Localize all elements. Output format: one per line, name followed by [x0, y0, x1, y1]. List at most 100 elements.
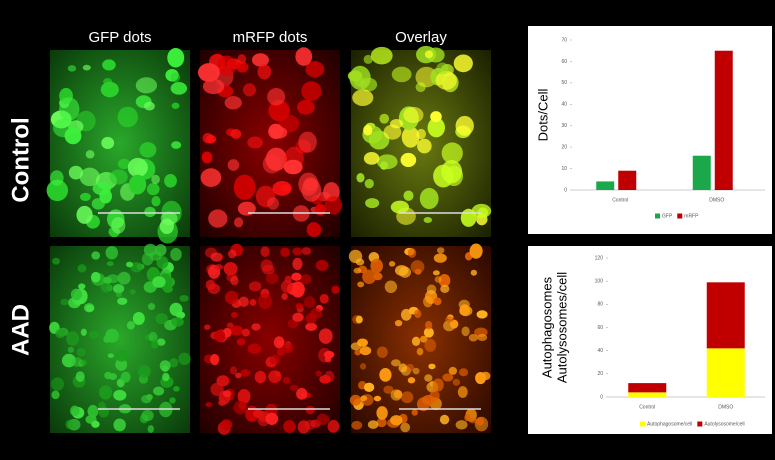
cell-dot [117, 106, 138, 128]
cell-dot [144, 206, 156, 218]
cell-dot [262, 154, 282, 174]
cell-dot [202, 78, 225, 95]
cell-dot [318, 328, 333, 344]
cell-dot [67, 65, 77, 72]
cell-dot [433, 297, 442, 306]
cell-dot [68, 165, 84, 180]
cell-dot [230, 129, 242, 139]
cell-dot [364, 178, 374, 189]
cell-dot [106, 261, 114, 267]
bar [692, 155, 711, 190]
cell-dot [146, 183, 160, 196]
cell-dot [149, 251, 162, 261]
cell-dot [70, 405, 80, 417]
cell-dot [373, 272, 383, 281]
cell-dot [442, 373, 454, 382]
bar [714, 50, 733, 190]
cell-dot [205, 402, 213, 407]
cell-dot [319, 293, 329, 304]
cell-dot [267, 197, 280, 210]
cell-dot [153, 386, 165, 396]
x-tick-label: DMSO [709, 197, 724, 203]
bar-segment [628, 392, 667, 397]
cell-dot [423, 217, 433, 224]
cell-dot [300, 274, 312, 285]
cell-dot [458, 368, 469, 377]
cell-dot [424, 374, 433, 382]
cell-dot [214, 264, 224, 271]
cell-dot [400, 152, 417, 168]
cell-dot [151, 174, 160, 185]
cell-dot [240, 369, 251, 377]
cell-dot [247, 136, 263, 149]
cell-dot [170, 72, 181, 83]
cell-dot [376, 154, 398, 170]
cell-dot [295, 303, 304, 310]
cell-dot [391, 359, 401, 367]
cell-dot [305, 322, 317, 332]
cell-dot [315, 259, 329, 271]
cell-dot [234, 217, 244, 228]
y-tick-label: 120 [595, 255, 604, 261]
y-tick-label: 60 [597, 325, 603, 331]
cell-dot [115, 290, 122, 298]
cell-dot [237, 201, 256, 216]
cell-dot [365, 198, 380, 209]
cell-dot [170, 82, 188, 95]
cell-dot [306, 222, 322, 238]
cell-dot [227, 159, 240, 171]
cell-dot [139, 142, 157, 158]
cell-dot [179, 294, 189, 302]
y-tick-label: 60 [561, 59, 567, 65]
legend-swatch [677, 213, 683, 219]
cell-dot [452, 378, 461, 386]
cell-dot [376, 417, 387, 428]
y-axis-label: Dots/Cell [535, 89, 550, 142]
legend-swatch [640, 421, 645, 427]
cell-dot [135, 77, 158, 94]
cell-dot [152, 276, 166, 288]
y-axis-label: Autolysosomes/cell [554, 272, 569, 383]
cell-dot [147, 303, 156, 311]
cell-dot [292, 247, 303, 256]
cell-dot [425, 320, 433, 330]
cell-dot [403, 106, 424, 124]
cell-dot [388, 261, 396, 267]
cell-dot [156, 338, 166, 346]
cell-dot [433, 253, 447, 263]
cell-dot [105, 328, 119, 343]
cell-dot [412, 367, 420, 375]
cell-dot [432, 378, 444, 392]
cell-dot [60, 298, 69, 306]
cell-dot [352, 89, 374, 106]
cell-dot [468, 333, 478, 342]
cell-dot [305, 61, 325, 78]
cell-dot [79, 192, 91, 202]
cell-dot [414, 309, 422, 319]
cell-dot [260, 259, 273, 272]
cell-dot [353, 267, 362, 274]
cell-dot [331, 285, 340, 294]
cell-dot [178, 352, 191, 366]
micrographs [46, 45, 492, 435]
cell-dot [111, 216, 126, 234]
cell-dot [171, 141, 182, 149]
cell-dot [137, 365, 151, 379]
cell-dot [162, 372, 170, 382]
cell-dot [113, 389, 127, 401]
cell-dot [52, 257, 60, 265]
cell-dot [175, 311, 186, 319]
cell-dot [207, 283, 221, 294]
cell-dot [416, 347, 424, 356]
cell-dot [159, 360, 171, 372]
cell-dot [296, 387, 308, 400]
cell-dot [411, 336, 421, 347]
cell-dot [101, 136, 115, 150]
row-label: AAD [7, 304, 34, 356]
y-axis-label: Autophagosomes [539, 276, 554, 378]
cell-dot [248, 281, 262, 292]
cell-dot [363, 382, 375, 393]
cell-dot [120, 371, 131, 383]
cell-dot [441, 159, 463, 184]
cell-dot [274, 371, 281, 377]
